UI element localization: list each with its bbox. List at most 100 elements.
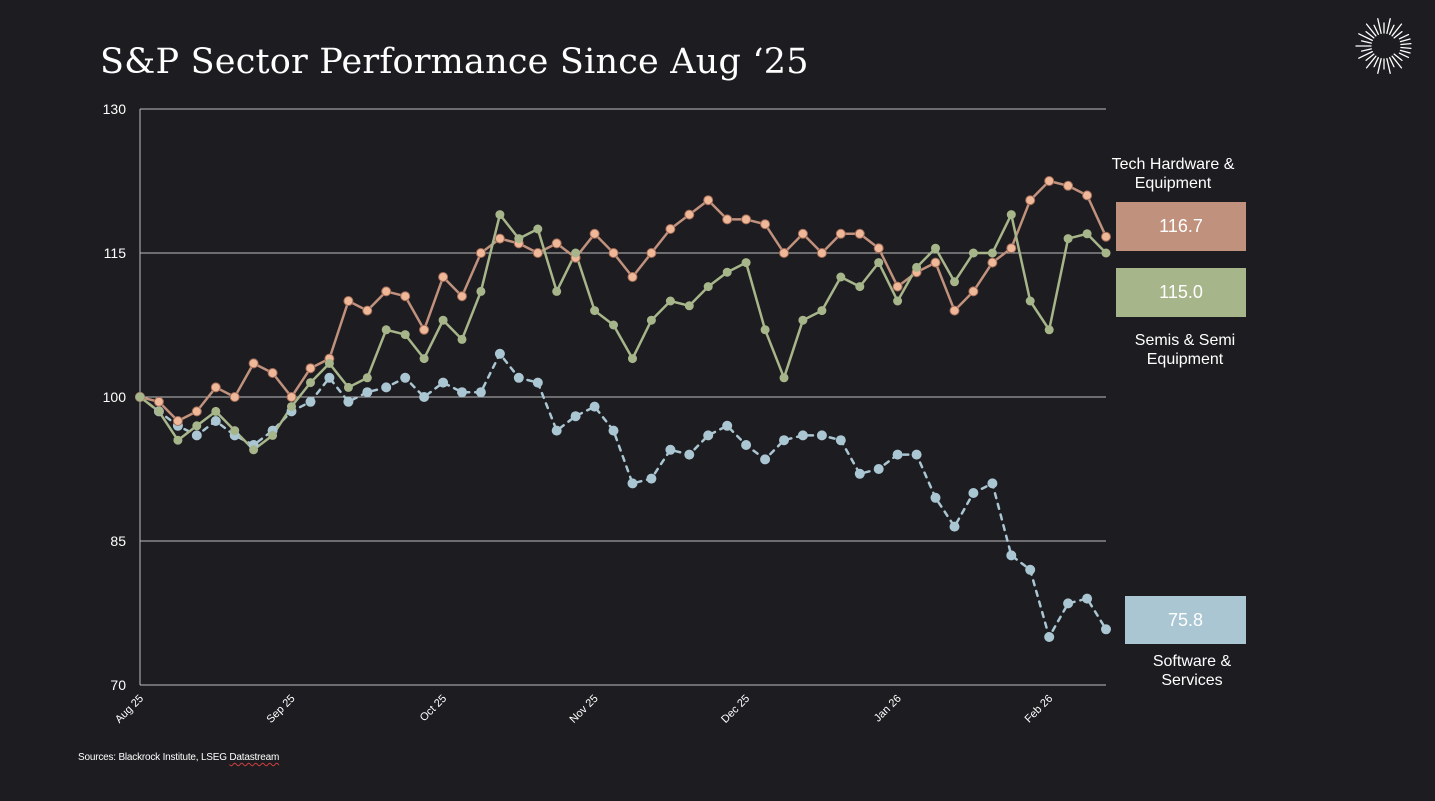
data-point-software [381, 382, 392, 393]
data-point-tech_hardware [362, 305, 373, 316]
logo-ray [1377, 58, 1382, 74]
data-point-software [191, 430, 202, 441]
data-point-software [1044, 632, 1055, 642]
source-datastream: Datastream [229, 752, 280, 763]
data-point-tech_hardware [608, 248, 619, 258]
data-point-tech_hardware [1101, 231, 1111, 242]
data-point-semis [192, 421, 202, 431]
data-point-semis [912, 262, 922, 272]
data-point-semis [1101, 248, 1111, 258]
data-point-tech_hardware [229, 392, 240, 402]
logo-ray [1365, 23, 1377, 37]
data-point-tech_hardware [1025, 195, 1036, 206]
data-point-software [703, 430, 714, 441]
data-point-semis [268, 430, 278, 440]
data-point-tech_hardware [419, 324, 430, 335]
data-point-tech_hardware [286, 392, 297, 402]
y-tick-label: 130 [103, 101, 127, 117]
logo-ray [1400, 43, 1412, 46]
data-point-tech_hardware [153, 396, 164, 407]
data-point-semis [476, 286, 486, 296]
data-point-semis [628, 354, 637, 364]
logo-ray [1388, 24, 1395, 35]
data-point-semis [836, 272, 846, 282]
data-point-semis [874, 258, 884, 268]
data-point-tech_hardware [210, 382, 221, 393]
data-point-software [362, 387, 373, 398]
data-point-semis [400, 330, 410, 340]
logo-ray [1360, 48, 1372, 52]
data-point-software [760, 454, 771, 465]
data-point-semis [533, 224, 543, 234]
data-point-tech_hardware [703, 195, 714, 206]
data-point-tech_hardware [949, 305, 960, 316]
x-tick-label: Feb 26 [1023, 693, 1056, 726]
data-point-software [324, 372, 335, 383]
data-point-software [779, 435, 789, 446]
data-point-semis [438, 315, 448, 325]
data-point-software [438, 377, 449, 388]
data-point-software [797, 430, 808, 441]
data-point-software [987, 478, 998, 489]
data-point-semis [968, 248, 978, 258]
data-point-software [1025, 564, 1036, 575]
logo-ray [1358, 50, 1373, 59]
data-point-semis [287, 402, 296, 412]
logo-ray [1399, 38, 1411, 43]
series-line-tech_hardware [138, 179, 1108, 423]
value-badge-tech-hardware: 116.7 [1116, 202, 1246, 251]
value-badge-semis: 115.0 [1116, 268, 1246, 317]
data-point-software [968, 488, 979, 498]
data-point-tech_hardware [779, 248, 789, 258]
data-point-software [646, 473, 657, 484]
data-point-semis [609, 320, 618, 330]
data-point-software [949, 521, 960, 532]
data-point-tech_hardware [457, 291, 467, 302]
data-point-tech_hardware [760, 219, 771, 230]
data-point-software [722, 420, 733, 431]
data-point-software [665, 444, 676, 455]
logo-ray [1365, 53, 1375, 61]
data-point-software [684, 449, 695, 460]
data-point-semis [722, 267, 732, 277]
data-point-software [1006, 550, 1017, 561]
data-point-software [419, 392, 430, 402]
data-point-semis [1025, 296, 1035, 306]
data-point-semis [1006, 210, 1016, 220]
x-tick-label: Sep 25 [265, 693, 298, 726]
data-point-software [816, 430, 827, 441]
x-tick-label: Jan 26 [872, 693, 904, 725]
x-tick-label: Dec 25 [719, 693, 752, 726]
data-point-tech_hardware [968, 286, 979, 297]
data-point-software [627, 478, 638, 489]
data-point-tech_hardware [892, 281, 903, 292]
logo-ray [1398, 33, 1410, 40]
data-point-software [400, 372, 411, 383]
data-point-semis [779, 373, 789, 383]
y-tick-label: 100 [103, 389, 127, 405]
data-point-tech_hardware [191, 406, 202, 417]
x-tick-label: Oct 25 [418, 693, 449, 724]
y-tick-label: 70 [110, 677, 126, 693]
data-point-semis [230, 426, 240, 436]
data-point-software [1063, 598, 1074, 609]
data-point-semis [343, 382, 353, 392]
y-tick-label: 115 [104, 245, 127, 261]
series-line-semis [138, 213, 1108, 452]
data-point-semis [514, 234, 524, 244]
data-point-software [551, 425, 562, 436]
data-point-semis [552, 286, 562, 296]
data-point-semis [950, 277, 959, 287]
series-line-software [138, 352, 1108, 639]
logo-ray [1400, 46, 1412, 49]
data-point-tech_hardware [627, 272, 638, 282]
data-point-semis [665, 296, 675, 306]
data-point-tech_hardware [400, 291, 411, 302]
data-point-tech_hardware [381, 286, 392, 297]
data-point-tech_hardware [930, 257, 941, 268]
data-point-tech_hardware [797, 228, 808, 239]
data-point-semis [457, 334, 467, 344]
logo-ray [1360, 40, 1372, 44]
data-point-semis [855, 282, 865, 292]
logo-ray [1388, 57, 1395, 68]
